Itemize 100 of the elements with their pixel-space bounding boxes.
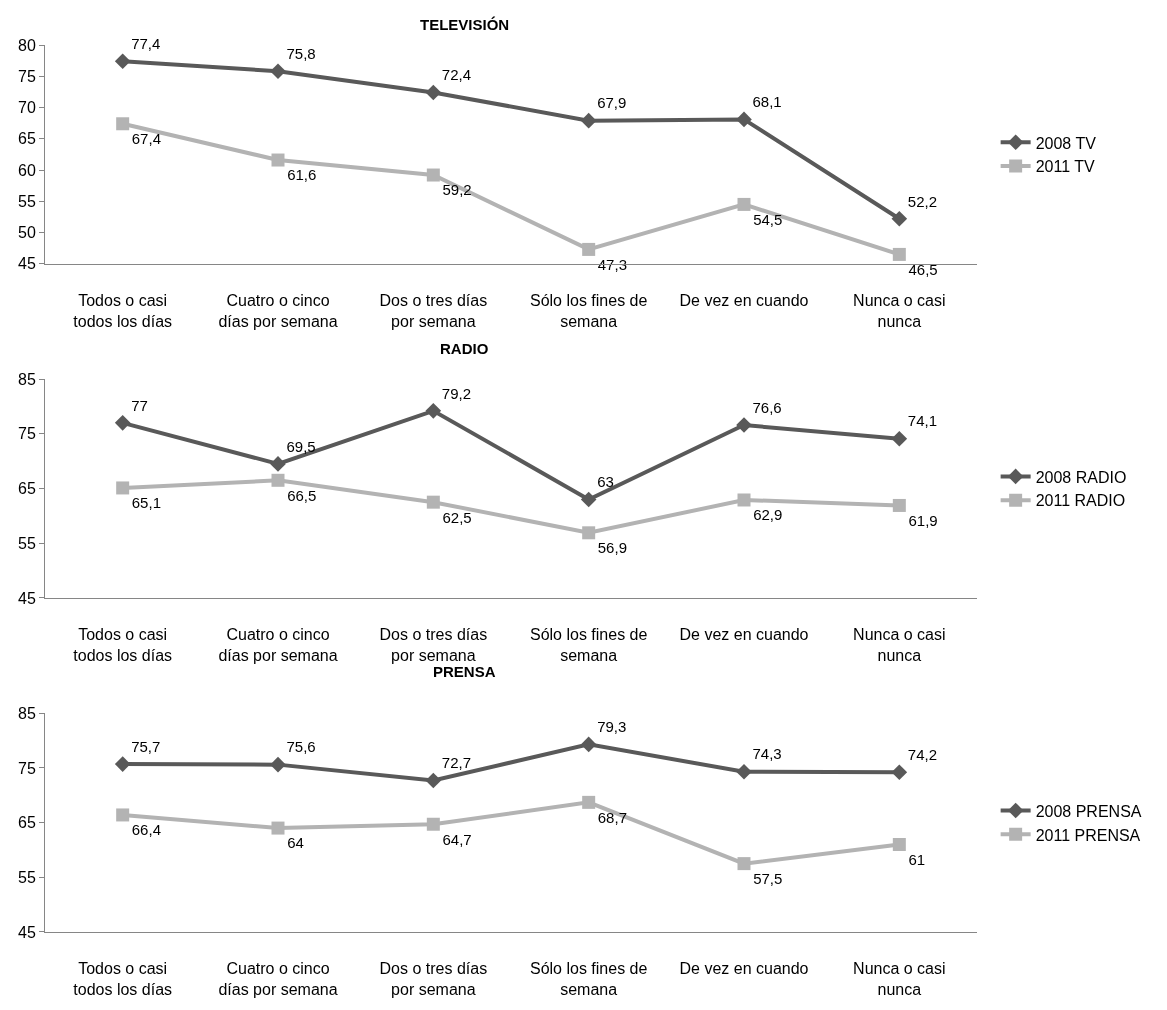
y-tick-label: 45 (18, 923, 36, 941)
x-tick-label: De vez en cuando (679, 626, 809, 644)
point (892, 498, 906, 512)
point (270, 63, 286, 80)
y-tick-label: 75 (18, 759, 36, 777)
point (582, 795, 596, 809)
point (892, 837, 906, 851)
data-label: 52,2 (907, 192, 938, 210)
x-tick-label: Cuatro o cinco días por semana (218, 626, 338, 664)
data-label: 68,1 (752, 93, 782, 111)
point (582, 526, 596, 540)
x-tick-label: Sólo los fines de semana (529, 626, 648, 664)
data-label: 61,9 (908, 511, 938, 529)
point (891, 430, 908, 447)
data-label: 75,8 (286, 45, 316, 63)
data-label: 63 (597, 473, 614, 491)
y-tick-label: 60 (18, 161, 36, 179)
data-label: 77 (131, 396, 148, 414)
point (425, 772, 442, 789)
x-tick-label: Sólo los fines de semana (529, 291, 648, 330)
data-label: 74,2 (907, 746, 938, 764)
data-label: 67,9 (597, 94, 627, 112)
chart-title: PRENSA (433, 663, 496, 680)
data-label: 57,5 (753, 870, 783, 887)
data-label: 68,7 (597, 808, 627, 826)
data-label: 64 (287, 834, 304, 852)
data-label: 74,3 (752, 745, 782, 763)
point (426, 495, 440, 509)
legend-label: 2011 RADIO (1035, 492, 1126, 510)
point (114, 53, 131, 70)
legend-label: 2008 PRENSA (1035, 802, 1142, 820)
data-label: 79,2 (441, 384, 472, 402)
data-label: 62,5 (442, 508, 472, 526)
y-tick-label: 55 (18, 534, 36, 552)
x-tick-label: De vez en cuando (679, 291, 809, 309)
data-label: 76,6 (752, 398, 782, 416)
data-label: 56,9 (597, 539, 627, 557)
point (737, 493, 751, 507)
x-tick-label: Cuatro o cinco días por semana (218, 291, 338, 330)
y-tick-label: 50 (18, 224, 36, 242)
x-tick-label: De vez en cuando (679, 960, 809, 978)
x-tick-label: Nunca o casi nunca (853, 626, 946, 664)
point (580, 736, 597, 753)
legend-label: 2011 PRENSA (1035, 826, 1141, 844)
y-tick-label: 55 (18, 192, 36, 210)
data-label: 59,2 (442, 181, 472, 199)
x-tick-label: Todos o casi todos los días (73, 291, 173, 330)
y-tick-label: 65 (18, 130, 36, 148)
y-tick-label: 45 (18, 589, 36, 607)
data-label: 61,6 (287, 166, 317, 184)
x-tick-label: Dos o tres días por semana (379, 960, 488, 998)
data-label: 64,7 (442, 830, 472, 848)
point (736, 417, 752, 433)
data-label: 75,7 (131, 737, 161, 755)
y-tick-label: 65 (18, 480, 36, 498)
y-tick-label: 85 (18, 704, 36, 722)
x-tick-label: Todos o casi todos los días (73, 626, 173, 664)
y-tick-label: 80 (18, 36, 36, 54)
x-tick-label: Dos o tres días por semana (379, 626, 488, 664)
point (582, 242, 596, 256)
x-tick-label: Todos o casi todos los días (73, 960, 173, 998)
y-tick-label: 75 (18, 67, 36, 85)
y-tick-label: 75 (18, 425, 36, 443)
chart-title: TELEVISIÓN (420, 16, 510, 33)
x-tick-label: Sólo los fines de semana (529, 960, 648, 998)
point (426, 168, 440, 182)
x-tick-label: Dos o tres días por semana (379, 291, 488, 330)
point (737, 197, 751, 211)
chart-title: RADIO (440, 340, 489, 357)
data-label: 72,7 (441, 754, 472, 772)
legend-label: 2011 TV (1035, 158, 1095, 176)
data-label: 65,1 (131, 494, 161, 512)
point (737, 857, 751, 871)
point (271, 821, 285, 835)
point (736, 111, 752, 128)
point (116, 481, 130, 495)
point (270, 456, 286, 472)
data-label: 66,4 (131, 821, 161, 839)
point (114, 756, 131, 772)
point (114, 415, 131, 431)
legend-label: 2008 TV (1035, 134, 1097, 152)
data-label: 54,5 (753, 210, 783, 228)
y-tick-label: 55 (18, 868, 36, 886)
point (426, 817, 440, 831)
point (580, 491, 597, 508)
data-label: 77,4 (131, 35, 161, 52)
data-label: 74,1 (907, 412, 938, 430)
point (736, 763, 752, 780)
x-tick-label: Nunca o casi nunca (853, 960, 946, 998)
x-tick-label: Cuatro o cinco días por semana (218, 960, 338, 998)
legend-label: 2008 RADIO (1035, 468, 1127, 486)
y-tick-label: 70 (18, 99, 36, 117)
point (892, 247, 906, 261)
point (270, 756, 286, 773)
x-tick-label: Nunca o casi nunca (853, 291, 946, 330)
data-label: 46,5 (908, 260, 938, 278)
point (891, 764, 908, 781)
y-tick-label: 65 (18, 814, 36, 832)
data-label: 75,6 (286, 738, 316, 756)
point (116, 808, 130, 822)
